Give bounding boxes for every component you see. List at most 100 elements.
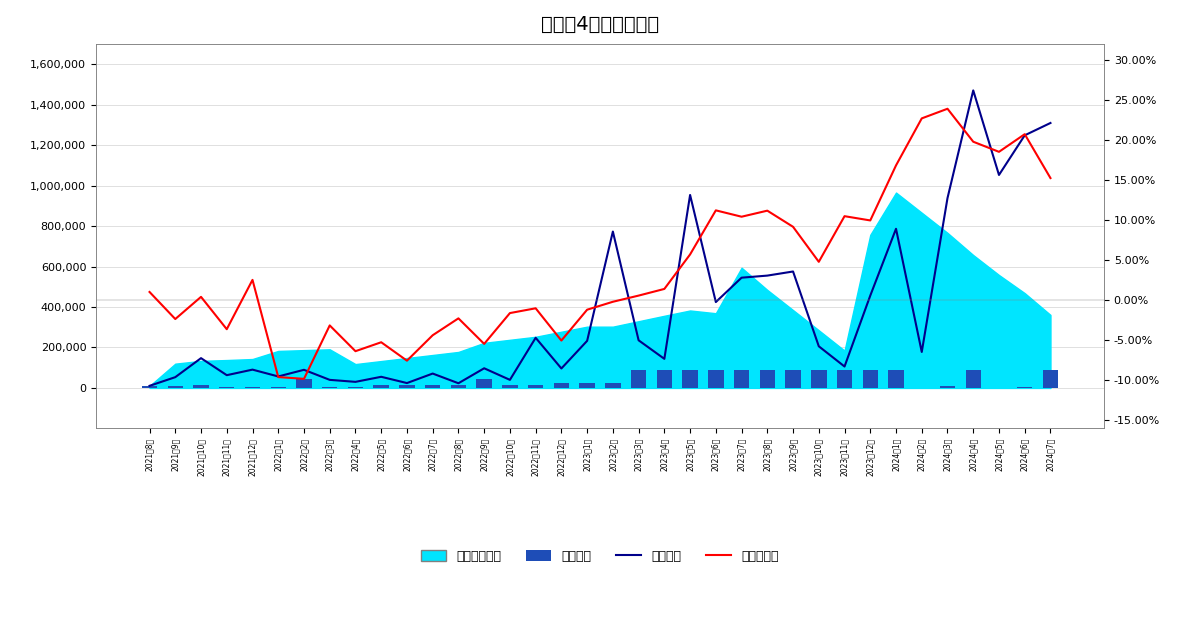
評価損益率 [631, 292, 646, 299]
評価金額 [400, 379, 414, 387]
評価金額 [245, 366, 259, 374]
Bar [220, 387, 234, 388]
Bar [811, 370, 827, 388]
Line: 評価損益率: 評価損益率 [150, 109, 1050, 379]
Bar [940, 386, 955, 388]
評価金額 [271, 373, 286, 381]
Bar [245, 387, 260, 388]
評価金額 [786, 268, 800, 275]
評価金額 [838, 363, 852, 370]
評価損益率 [941, 105, 955, 113]
評価金額 [811, 343, 826, 350]
評価金額 [194, 354, 209, 362]
Bar [348, 387, 364, 388]
評価金額 [426, 370, 440, 377]
Bar [193, 385, 209, 388]
評価金額 [1018, 132, 1032, 139]
評価金額 [580, 337, 594, 345]
評価金額 [606, 228, 620, 236]
評価損益率 [245, 276, 259, 284]
Bar [631, 370, 647, 388]
Bar [863, 370, 878, 388]
評価金額 [348, 378, 362, 386]
評価損益率 [528, 304, 542, 312]
評価損益率 [991, 148, 1006, 156]
Bar [966, 370, 980, 388]
Bar [760, 370, 775, 388]
評価損益率 [811, 258, 826, 266]
評価損益率 [683, 251, 697, 258]
評価損益率 [296, 375, 311, 382]
Bar [836, 370, 852, 388]
評価金額 [683, 191, 697, 198]
評価損益率 [503, 309, 517, 317]
Bar [656, 370, 672, 388]
Bar [373, 385, 389, 388]
評価金額 [966, 87, 980, 94]
Bar [142, 386, 157, 388]
評価損益率 [966, 138, 980, 146]
Bar [734, 370, 749, 388]
評価金額 [889, 225, 904, 232]
Bar [502, 385, 517, 388]
評価損益率 [271, 374, 286, 381]
Bar [1043, 370, 1058, 388]
評価金額 [296, 366, 311, 374]
Bar [476, 379, 492, 388]
評価損益率 [734, 213, 749, 220]
評価損益率 [658, 285, 672, 293]
評価損益率 [709, 207, 724, 214]
Bar [708, 370, 724, 388]
評価金額 [631, 336, 646, 344]
評価損益率 [554, 337, 569, 345]
評価金額 [760, 272, 774, 279]
評価損益率 [400, 357, 414, 364]
評価金額 [941, 194, 955, 202]
Legend: 受渡金額合計, 受渡金額, 評価金額, 評価損益率: 受渡金額合計, 受渡金額, 評価金額, 評価損益率 [416, 545, 784, 568]
Bar [451, 385, 466, 388]
Bar [296, 379, 312, 388]
評価金額 [734, 274, 749, 282]
評価金額 [374, 373, 389, 381]
Bar [400, 385, 415, 388]
Title: ひふみ4銘柄運用実績: ひふみ4銘柄運用実績 [541, 15, 659, 34]
Bar [785, 370, 800, 388]
評価金額 [476, 365, 491, 372]
Bar [605, 382, 620, 388]
評価金額 [143, 382, 157, 389]
評価金額 [451, 379, 466, 387]
評価金額 [503, 376, 517, 384]
評価金額 [528, 334, 542, 341]
Bar [553, 383, 569, 388]
評価損益率 [194, 293, 209, 301]
評価損益率 [168, 315, 182, 323]
評価損益率 [606, 298, 620, 306]
評価損益率 [220, 326, 234, 333]
Line: 評価金額: 評価金額 [150, 91, 1050, 386]
評価金額 [220, 372, 234, 379]
評価損益率 [1043, 175, 1057, 182]
Bar [683, 370, 698, 388]
評価金額 [323, 376, 337, 384]
Bar [270, 387, 286, 388]
Bar [168, 386, 184, 388]
Bar [425, 385, 440, 388]
Bar [888, 370, 904, 388]
Bar [528, 385, 544, 388]
評価損益率 [323, 322, 337, 329]
評価損益率 [1018, 130, 1032, 138]
評価金額 [863, 292, 877, 299]
評価損益率 [838, 212, 852, 220]
評価金額 [168, 374, 182, 381]
評価金額 [658, 355, 672, 363]
評価損益率 [451, 314, 466, 322]
評価損益率 [889, 162, 904, 169]
評価損益率 [374, 338, 389, 346]
評価損益率 [143, 288, 157, 295]
評価金額 [554, 365, 569, 372]
評価金額 [914, 348, 929, 356]
評価損益率 [580, 306, 594, 314]
評価金額 [1043, 119, 1057, 127]
評価金額 [991, 171, 1006, 179]
評価金額 [709, 298, 724, 306]
